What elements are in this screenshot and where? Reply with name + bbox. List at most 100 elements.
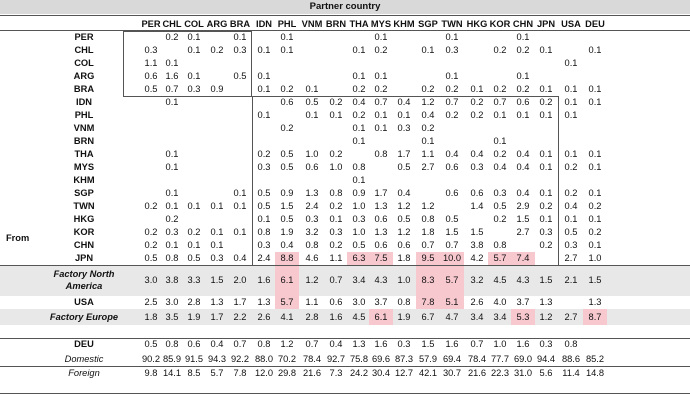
table-cell (140, 96, 162, 109)
table-cell: 0.1 (539, 149, 553, 159)
table-cell (560, 296, 582, 309)
highlight-cell (488, 252, 512, 265)
table-cell (183, 161, 205, 174)
table-cell (301, 44, 323, 57)
table-cell (229, 148, 251, 161)
table-cell (276, 70, 298, 83)
table-cell: 69.6 (371, 354, 391, 364)
table-cell: 0.2 (516, 84, 530, 94)
table-cell: 0.1 (165, 201, 179, 211)
table-rule (0, 338, 690, 339)
table-cell (276, 57, 298, 70)
table-cell: 3.4 (470, 312, 484, 322)
table-cell (253, 57, 275, 70)
table-cell: 1.2 (397, 227, 411, 237)
table-cell: 0.3 (493, 188, 507, 198)
table-cell: 0.2 (144, 240, 158, 250)
table-cell: 0.9 (280, 188, 294, 198)
table-cell: 7.3 (329, 368, 343, 378)
table-cell: 0.6 (329, 297, 343, 307)
table-cell: 0.6 (305, 162, 319, 172)
table-cell: 0.3 (397, 123, 411, 133)
table-cell: 8.5 (187, 368, 201, 378)
column-header: TWN (441, 19, 463, 29)
table-cell: 29.8 (277, 368, 297, 378)
table-cell: 0.2 (588, 201, 602, 211)
table-cell: 0.1 (187, 45, 201, 55)
highlight-cell (440, 296, 464, 309)
row-label: JPN (74, 253, 94, 263)
table-cell: 0.1 (233, 201, 247, 211)
table-cell: 0.6 (445, 188, 459, 198)
row-label: KOR (73, 227, 95, 237)
table-cell: 0.7 (445, 240, 459, 250)
table-cell: 0.8 (257, 227, 271, 237)
table-cell: 0.2 (280, 123, 294, 133)
table-cell: 75.8 (349, 354, 369, 364)
table-cell: 6.3 (352, 253, 366, 263)
table-cell (140, 161, 162, 174)
table-cell: 0.4 (352, 97, 366, 107)
table-cell: 0.1 (165, 149, 179, 159)
table-cell: 0.5 (257, 188, 271, 198)
table-cell: 0.5 (445, 214, 459, 224)
partner-country-header: Partner country (0, 0, 690, 14)
table-cell: 0.1 (305, 84, 319, 94)
table-cell: 0.6 (280, 97, 294, 107)
table-cell: 0.2 (421, 123, 435, 133)
table-cell (140, 187, 162, 200)
table-cell: 0.1 (445, 71, 459, 81)
table-cell (161, 122, 183, 135)
table-cell: 0.1 (187, 201, 201, 211)
column-header: THA (349, 19, 369, 29)
table-cell: 0.2 (329, 201, 343, 211)
highlight-cell (511, 309, 535, 325)
table-cell: 3.0 (352, 297, 366, 307)
table-cell: 0.3 (564, 240, 578, 250)
table-cell: 0.3 (539, 339, 553, 349)
table-cell: 8.8 (280, 253, 294, 263)
table-cell: 0.6 (470, 188, 484, 198)
table-cell (301, 70, 323, 83)
table-cell: 94.4 (536, 354, 556, 364)
table-cell (140, 109, 162, 122)
table-cell: 0.1 (588, 214, 602, 224)
highlight-cell (275, 265, 299, 296)
table-cell (584, 70, 606, 83)
row-label: KHM (73, 175, 95, 185)
table-cell (348, 57, 370, 70)
column-header: HKG (466, 19, 488, 29)
table-cell: 21.6 (467, 368, 487, 378)
table-cell: 0.3 (470, 162, 484, 172)
table-cell: 1.0 (397, 275, 411, 285)
highlight-cell (511, 252, 535, 265)
table-cell: 0.1 (516, 32, 530, 42)
table-cell: 0.1 (421, 45, 435, 55)
table-cell: 2.7 (564, 253, 578, 263)
table-cell: 3.2 (470, 275, 484, 285)
highlight-cell (275, 296, 299, 309)
table-cell: 0.2 (329, 149, 343, 159)
table-cell (161, 135, 183, 148)
column-header: BRN (325, 19, 347, 29)
table-cell (140, 174, 162, 187)
row-label: ARG (73, 71, 95, 81)
table-cell: 0.6 (374, 240, 388, 250)
table-cell: 85.9 (162, 354, 182, 364)
table-cell (393, 70, 415, 83)
column-header: VNM (301, 19, 323, 29)
table-cell: 0.2 (165, 32, 179, 42)
table-cell: 3.8 (165, 275, 179, 285)
table-cell: 1.2 (421, 201, 435, 211)
table-cell: 0.3 (165, 227, 179, 237)
table-cell (560, 174, 582, 187)
table-cell: 0.4 (516, 162, 530, 172)
table-cell: 0.5 (280, 162, 294, 172)
table-cell (253, 31, 275, 44)
table-cell: 2.7 (421, 162, 435, 172)
column-header: IDN (255, 19, 272, 29)
table-cell: 0.1 (397, 110, 411, 120)
column-header: BRA (229, 19, 251, 29)
table-cell: 69.0 (513, 354, 533, 364)
table-cell: 4.0 (493, 297, 507, 307)
